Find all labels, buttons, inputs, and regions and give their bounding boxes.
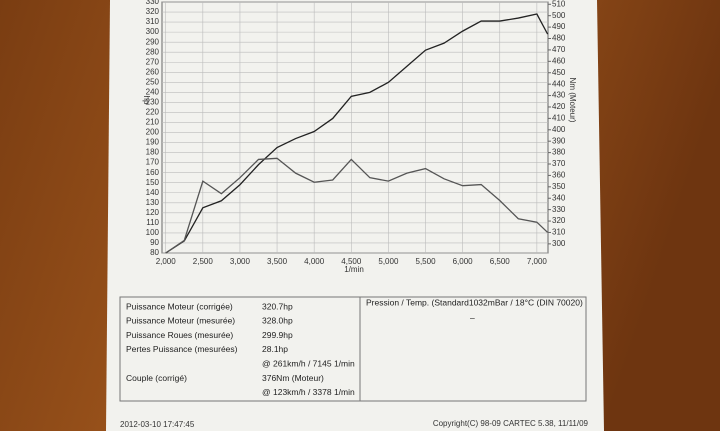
- y-tick-label: 250: [146, 77, 160, 86]
- y2-tick-label: 420: [552, 102, 566, 111]
- result-label: Puissance Moteur (mesurée): [126, 316, 235, 326]
- conditions-box: [359, 296, 587, 402]
- y2-tick-label: 450: [552, 68, 566, 77]
- y2-tick-label: 500: [552, 11, 566, 20]
- x-tick-label: 7,000: [527, 257, 548, 266]
- y2-tick-label: 510: [552, 0, 566, 8]
- y-tick-label: 180: [146, 148, 160, 157]
- footer-copyright: Copyright(C) 98-09 CARTEC 5.38, 11/11/09: [433, 419, 589, 428]
- result-value: 376Nm (Moteur): [262, 373, 324, 383]
- series-line: [165, 13, 549, 254]
- y-tick-label: 100: [146, 228, 160, 237]
- x-tick-label: 2,000: [156, 257, 177, 266]
- y2-tick-label: 380: [552, 148, 566, 157]
- y2-tick-label: 310: [552, 228, 566, 237]
- y2-tick-label: 460: [552, 56, 566, 65]
- y-tick-label: 320: [146, 7, 160, 16]
- y-tick-label: 110: [146, 218, 159, 227]
- result-value: 28.1hp: [262, 344, 288, 354]
- y2-tick-label: 340: [552, 193, 566, 202]
- conditions-text: Pression / Temp. (Standard1032mBar / 18°…: [366, 297, 583, 307]
- result-value: 328.0hp: [262, 316, 293, 326]
- y-tick-label: 210: [146, 118, 160, 127]
- y2-tick-label: 320: [552, 216, 566, 225]
- y2-tick-label: 490: [552, 22, 566, 31]
- result-value: 320.7hp: [262, 301, 293, 311]
- x-tick-label: 6,000: [453, 257, 474, 266]
- y2-tick-label: 360: [552, 171, 566, 180]
- x-tick-label: 3,500: [267, 257, 288, 266]
- y-tick-label: 300: [146, 27, 160, 36]
- y-tick-label: 130: [146, 198, 160, 207]
- x-tick-label: 5,500: [416, 257, 437, 266]
- y-tick-label: 280: [146, 47, 160, 56]
- y-tick-label: 230: [146, 98, 160, 107]
- series-line: [165, 157, 549, 254]
- result-label: Couple (corrigé): [126, 373, 187, 383]
- y-tick-label: 330: [146, 0, 160, 6]
- y-tick-label: 170: [146, 158, 160, 167]
- result-value: 299.9hp: [262, 330, 293, 340]
- result-label: Pertes Puissance (mesurées): [126, 344, 238, 354]
- result-label: Puissance Moteur (corrigée): [126, 301, 233, 311]
- y2-tick-label: 440: [552, 79, 566, 88]
- y-tick-label: 200: [146, 128, 160, 137]
- y-tick-label: 270: [146, 57, 160, 66]
- y2-axis-label: Nm (Moteur): [568, 78, 577, 123]
- paper: [106, 0, 604, 431]
- x-tick-label: 6,500: [490, 257, 511, 266]
- y-tick-label: 140: [146, 188, 160, 197]
- y2-tick-label: 350: [552, 182, 566, 191]
- y2-tick-label: 410: [552, 113, 566, 122]
- x-tick-label: 5,000: [378, 257, 399, 266]
- y-tick-label: 80: [150, 248, 159, 257]
- y-tick-label: 220: [146, 108, 160, 117]
- x-tick-label: 4,500: [341, 257, 362, 266]
- y-tick-label: 190: [146, 138, 160, 147]
- result-value: @ 261km/h / 7145 1/min: [262, 358, 355, 368]
- result-label: Puissance Roues (mesurée): [126, 330, 233, 340]
- conditions-value: –: [470, 312, 475, 322]
- footer-date: 2012-03-10 17:47:45: [120, 420, 195, 429]
- x-axis-label: 1/min: [344, 265, 364, 274]
- y-tick-label: 90: [150, 238, 159, 247]
- y-tick-label: 120: [146, 208, 160, 217]
- y2-tick-label: 330: [552, 205, 566, 214]
- y-tick-label: 150: [146, 178, 160, 187]
- y2-tick-label: 300: [552, 239, 566, 248]
- y-tick-label: 240: [146, 87, 160, 96]
- result-value: @ 123km/h / 3378 1/min: [262, 387, 355, 397]
- y2-tick-label: 370: [552, 159, 566, 168]
- y-tick-label: 160: [146, 168, 160, 177]
- y2-tick-label: 480: [552, 34, 566, 43]
- x-tick-label: 3,000: [230, 257, 251, 266]
- x-tick-label: 4,000: [304, 257, 325, 266]
- y2-tick-label: 390: [552, 136, 566, 145]
- y2-tick-label: 400: [552, 125, 566, 134]
- y2-tick-label: 430: [552, 91, 566, 100]
- y-tick-label: 290: [146, 37, 160, 46]
- y-tick-label: 260: [146, 67, 160, 76]
- y-axis-label: hp: [142, 96, 151, 105]
- y-tick-label: 310: [146, 17, 160, 26]
- x-tick-label: 2,500: [193, 257, 214, 266]
- y2-tick-label: 470: [552, 45, 566, 54]
